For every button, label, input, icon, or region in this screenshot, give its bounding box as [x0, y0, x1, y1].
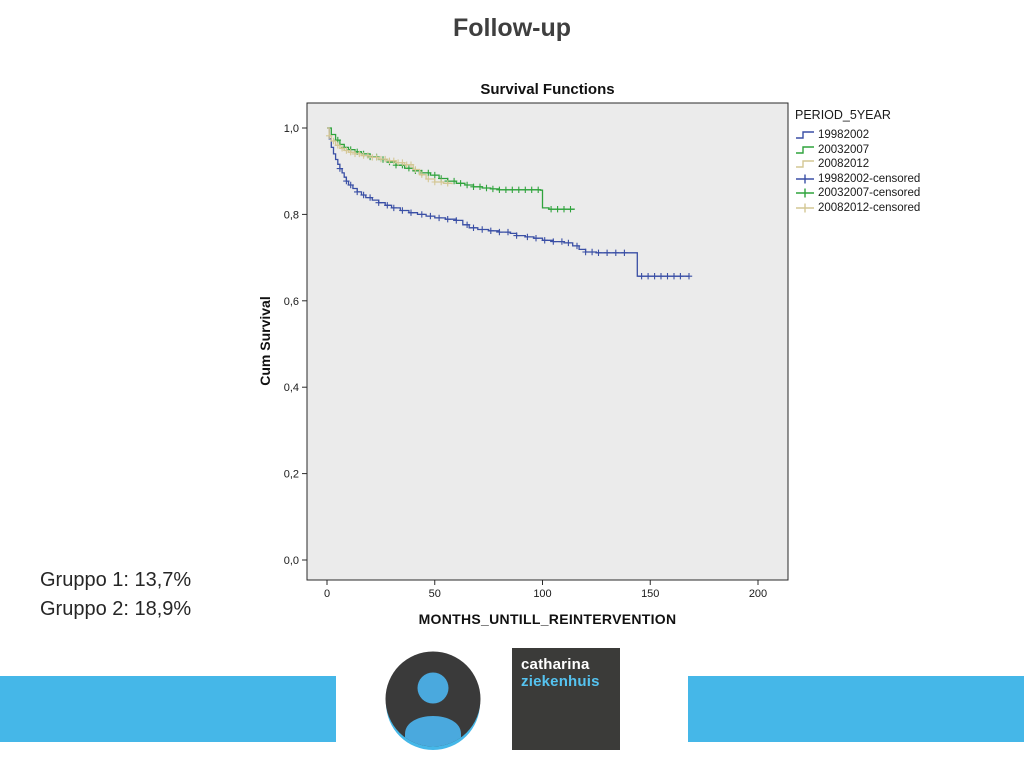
x-tick-label: 200 — [749, 588, 767, 600]
y-axis-label: Cum Survival — [257, 296, 273, 386]
y-tick-label: 0,2 — [284, 469, 299, 481]
x-tick-label: 0 — [324, 588, 330, 600]
slide-title: Follow-up — [452, 14, 572, 42]
survival-chart-svg: 0 50 100 150 200 0,0 0,2 0,4 0,6 0,8 1,0 — [284, 102, 789, 600]
y-tick-label: 0,8 — [284, 209, 299, 221]
y-tick-label: 0,0 — [284, 555, 299, 567]
legend-step-line-icon — [796, 146, 814, 154]
x-tick-label: 50 — [429, 588, 441, 600]
group-percentages: Gruppo 1: 13,7% Gruppo 2: 18,9% — [40, 566, 191, 624]
legend-item: 20032007-censored — [795, 186, 1005, 201]
chart-title: Survival Functions — [480, 81, 615, 98]
legend-censored-plus-icon — [796, 203, 814, 213]
hospital-logo: catharina ziekenhuis — [512, 648, 620, 750]
legend-item: 19982002 — [795, 128, 1005, 143]
hospital-logo-line2: ziekenhuis — [521, 673, 600, 690]
legend-step-line-icon — [796, 131, 814, 139]
x-tick-label: 100 — [533, 588, 551, 600]
legend-item-label: 20032007 — [818, 143, 870, 156]
legend-censored-plus-icon — [796, 174, 814, 184]
legend-item: 20082012 — [795, 157, 1005, 172]
legend-title: PERIOD_5YEAR — [795, 108, 891, 122]
footer-bar-left — [0, 676, 336, 742]
legend-item-label: 20082012 — [818, 158, 870, 171]
legend-censored-plus-icon — [796, 188, 814, 198]
legend-item-label: 20032007-censored — [818, 187, 921, 200]
legend-item: 20082012-censored — [795, 201, 1005, 216]
legend-item: 19982002-censored — [795, 172, 1005, 187]
person-icon — [385, 651, 481, 750]
plot-panel — [306, 102, 789, 581]
censored-marks-20082012 — [326, 132, 451, 187]
avatar-logo — [383, 650, 483, 752]
x-tick-label: 150 — [641, 588, 659, 600]
legend-step-line-icon — [796, 160, 814, 168]
hospital-logo-line1: catharina — [521, 656, 590, 673]
group1-note: Gruppo 1: 13,7% — [40, 569, 192, 591]
footer-bar-right — [688, 676, 1024, 742]
legend-item-label: 19982002 — [818, 129, 870, 142]
x-axis-label: MONTHS_UNTILL_REINTERVENTION — [418, 611, 677, 627]
group2-note: Gruppo 2: 18,9% — [40, 598, 192, 620]
legend-item: 20032007 — [795, 143, 1005, 158]
y-tick-label: 0,6 — [284, 296, 299, 308]
censored-marks-19982002 — [336, 165, 693, 280]
legend-item-label: 20082012-censored — [818, 201, 921, 214]
legend-item-label: 19982002-censored — [818, 172, 921, 185]
y-tick-label: 0,4 — [284, 382, 299, 394]
y-tick-label: 1,0 — [284, 123, 299, 135]
chart-legend: PERIOD_5YEAR 19982002 20032007 20082012 … — [795, 108, 1005, 215]
